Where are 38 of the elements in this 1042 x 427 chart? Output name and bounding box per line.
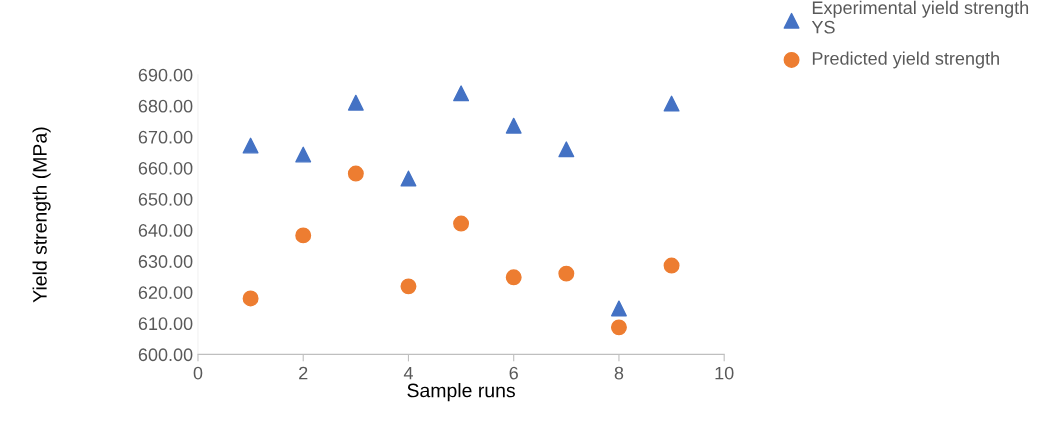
x-tick-label: 6	[509, 366, 518, 380]
x-tick-label: 8	[614, 366, 624, 380]
point	[610, 300, 627, 317]
y-tick-label: 620.00	[138, 286, 193, 299]
x-tick-label: 0	[193, 366, 203, 380]
y-tick-label: 610.00	[138, 317, 193, 331]
y-tick-label: 660.00	[138, 161, 193, 175]
point	[347, 165, 364, 182]
point	[663, 95, 680, 112]
point	[400, 278, 417, 295]
legend-label: Predicted yield strength	[812, 51, 999, 69]
point	[453, 215, 470, 232]
x-tick-label: 2	[299, 366, 308, 380]
legend-label: Experimental yield strength YS	[811, 0, 1029, 34]
x-axis-title: Sample runs	[407, 383, 515, 402]
x-tick-label: 10	[715, 366, 734, 380]
y-tick-label: 600.00	[138, 348, 193, 362]
point	[558, 265, 575, 282]
point	[347, 94, 364, 111]
y-axis-title: Yield strength (MPa)	[32, 127, 51, 303]
y-tick-label: 670.00	[138, 130, 193, 144]
point	[295, 227, 312, 244]
point	[453, 85, 470, 102]
point	[505, 269, 522, 286]
x-tick-label: 4	[403, 366, 413, 380]
y-tick-label: 650.00	[138, 192, 193, 206]
y-tick-label: 640.00	[138, 224, 193, 237]
point	[242, 137, 259, 154]
point	[242, 290, 259, 307]
point	[663, 257, 680, 274]
point	[558, 141, 575, 158]
y-tick-label: 680.00	[138, 99, 193, 113]
y-tick-label: 630.00	[138, 255, 193, 268]
point	[610, 319, 627, 336]
point	[400, 170, 417, 187]
y-tick-label: 690.00	[138, 68, 193, 82]
point	[295, 146, 312, 163]
point	[505, 117, 522, 134]
